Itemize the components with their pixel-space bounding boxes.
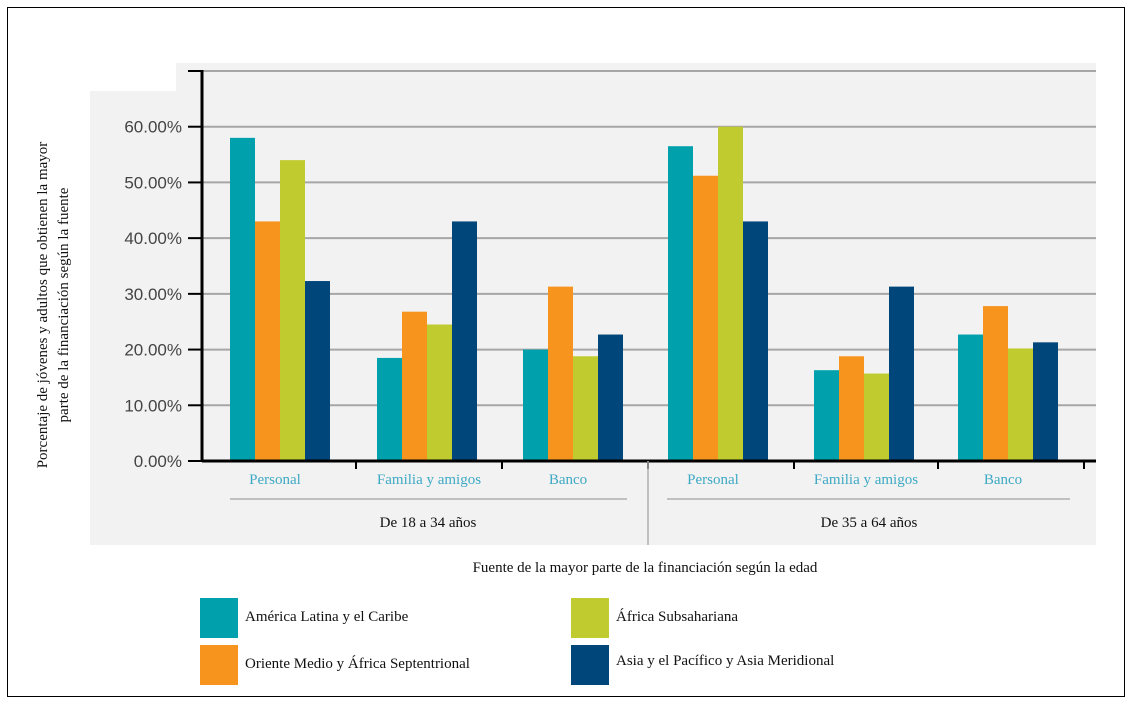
- bar-3-cat-1: [280, 160, 305, 461]
- bar-3-cat-4: [718, 126, 743, 461]
- category-label: Personal: [249, 472, 301, 488]
- legend-swatch-1: [200, 598, 238, 638]
- bar-4-cat-3: [598, 334, 623, 461]
- bar-3-cat-2: [427, 324, 452, 461]
- category-label: Personal: [687, 472, 739, 488]
- bar-2-cat-5: [839, 356, 864, 461]
- group-label: De 35 a 64 años: [821, 515, 918, 531]
- bar-2-cat-1: [255, 221, 280, 461]
- legend-label-3: África Subsahariana: [616, 608, 738, 625]
- bar-2-cat-4: [693, 175, 718, 461]
- bar-1-cat-3: [523, 349, 548, 461]
- bar-1-cat-1: [230, 137, 255, 461]
- bar-4-cat-4: [743, 221, 768, 461]
- y-axis-title: Porcentaje de jóvenes y adultos que obti…: [35, 142, 72, 469]
- category-label: Familia y amigos: [377, 472, 481, 488]
- legend-swatch-2: [200, 645, 238, 685]
- category-label: Banco: [984, 472, 1022, 488]
- bar-4-cat-2: [452, 221, 477, 461]
- bar-4-cat-1: [305, 281, 330, 461]
- group-label: De 18 a 34 años: [380, 515, 477, 531]
- bar-3-cat-3: [573, 356, 598, 461]
- category-label: Banco: [549, 472, 587, 488]
- bar-1-cat-2: [377, 357, 402, 461]
- legend-swatch-3: [571, 598, 609, 638]
- y-tick-label: 50.00%: [124, 173, 182, 192]
- bar-3-cat-6: [1008, 348, 1033, 461]
- bar-2-cat-3: [548, 286, 573, 461]
- category-label: Familia y amigos: [814, 472, 918, 488]
- y-tick-label: 10.00%: [124, 396, 182, 415]
- bar-4-cat-6: [1033, 342, 1058, 461]
- y-tick-label: 20.00%: [124, 341, 182, 360]
- bar-2-cat-6: [983, 306, 1008, 461]
- bar-1-cat-6: [958, 334, 983, 461]
- legend-label-2: Oriente Medio y África Septentrional: [245, 655, 470, 672]
- legend-label-4: Asia y el Pacífico y Asia Meridional: [616, 653, 834, 669]
- y-axis-title-line: parte de la financiación según la fuente: [56, 187, 72, 422]
- y-axis-title-line: Porcentaje de jóvenes y adultos que obti…: [35, 142, 51, 469]
- bar-2-cat-2: [402, 311, 427, 461]
- y-tick-label: 0.00%: [134, 452, 182, 471]
- panel-notch: [90, 63, 176, 91]
- bar-4-cat-5: [889, 286, 914, 461]
- legend-swatch-4: [571, 645, 609, 685]
- legend-label-1: América Latina y el Caribe: [245, 609, 409, 625]
- bar-1-cat-5: [814, 370, 839, 461]
- bar-3-cat-5: [864, 373, 889, 461]
- y-tick-label: 40.00%: [124, 229, 182, 248]
- bar-1-cat-4: [668, 146, 693, 461]
- y-tick-label: 60.00%: [124, 118, 182, 137]
- y-tick-label: 30.00%: [124, 285, 182, 304]
- x-axis-title: Fuente de la mayor parte de la financiac…: [473, 560, 818, 576]
